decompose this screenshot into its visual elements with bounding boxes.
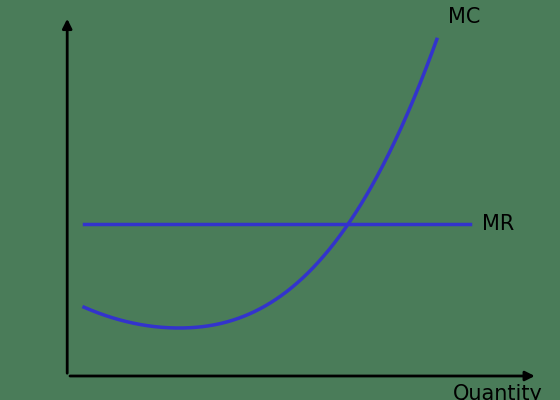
Text: MC: MC <box>448 7 480 27</box>
Text: MR: MR <box>482 214 514 234</box>
Text: Price: Price <box>62 0 113 4</box>
Text: Quantity: Quantity <box>454 384 543 400</box>
